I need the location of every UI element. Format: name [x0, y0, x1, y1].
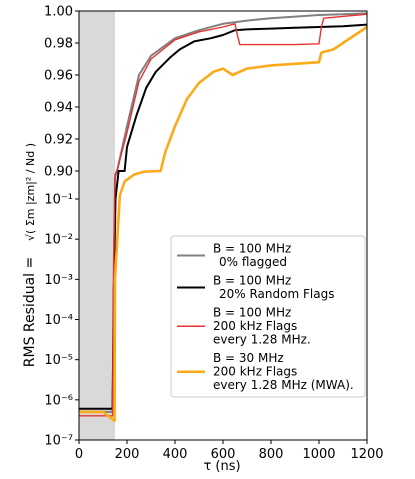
series-line-2 [79, 13, 368, 417]
y-tick-label: 0.94 [44, 101, 73, 116]
y-tick-label: 10⁻² [44, 233, 73, 248]
y-tick-label: 10⁻⁶ [44, 393, 73, 408]
y-tick-label: 1.00 [44, 5, 73, 20]
x-tick-label: 400 [163, 447, 188, 462]
y-tick-label: 0.98 [44, 37, 73, 52]
y-axis-label: RMS Residual = √( Σm |zm|² / Nd ) [22, 143, 38, 367]
x-tick-label: 200 [115, 447, 140, 462]
y-tick-label: 0.92 [44, 133, 73, 148]
x-tick-label: 1000 [302, 447, 335, 462]
legend-label: B = 100 MHz [213, 274, 291, 288]
legend-label: every 1.28 MHz (MWA). [213, 378, 354, 392]
legend-label: 20% Random Flags [219, 287, 334, 301]
svg-text:RMS Residual =: RMS Residual = [22, 257, 38, 367]
y-tick-label: 10⁻⁷ [44, 434, 73, 449]
series-line-1 [79, 23, 368, 410]
legend-label: 0% flagged [219, 255, 287, 269]
x-tick-label: 1200 [350, 447, 383, 462]
y-axis-formula: √( Σm |zm|² / Nd ) [24, 143, 37, 241]
y-tick-label: 10⁻¹ [44, 193, 73, 208]
legend-label: 200 kHz Flags [213, 365, 297, 379]
legend-label: B = 100 MHz [213, 306, 291, 320]
legend-box [170, 235, 366, 398]
legend-label: B = 100 MHz [213, 242, 291, 256]
y-tick-label: 10⁻⁴ [44, 313, 73, 328]
legend-label: B = 30 MHz [213, 351, 284, 365]
x-tick-label: 800 [259, 447, 284, 462]
x-tick-label: 0 [75, 447, 83, 462]
shaded-region [79, 11, 115, 440]
y-tick-label: 0.90 [44, 165, 73, 180]
legend-label: every 1.28 MHz. [213, 333, 311, 347]
x-axis-label: τ (ns) [203, 459, 240, 474]
x-tick-label: 600 [211, 447, 236, 462]
series-line-3 [79, 25, 368, 423]
y-tick-label: 10⁻³ [44, 273, 73, 288]
legend-label: 200 kHz Flags [213, 319, 297, 333]
y-tick-label: 0.96 [44, 69, 73, 84]
y-tick-label: 10⁻⁵ [44, 353, 73, 368]
